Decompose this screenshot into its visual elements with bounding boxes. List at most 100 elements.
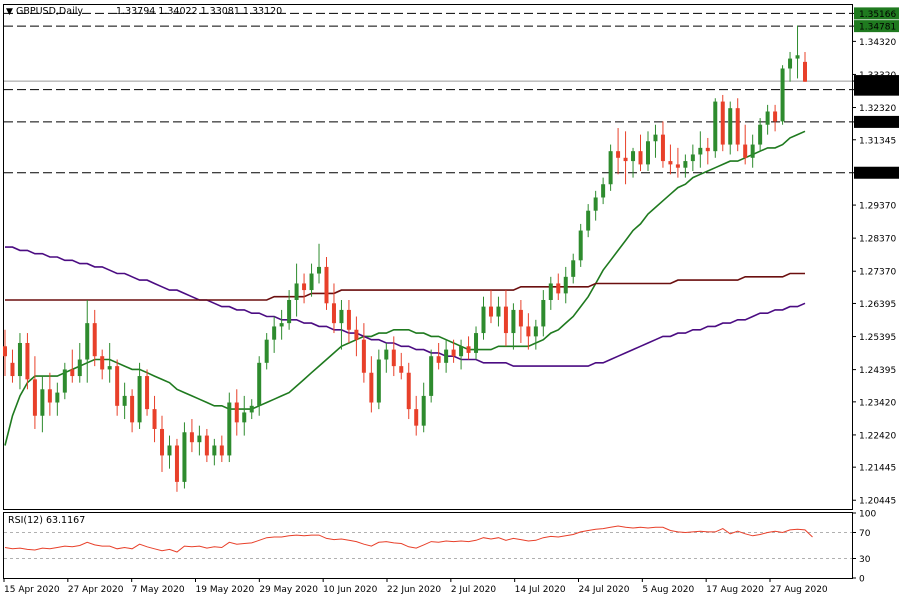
time-tick-label: 22 Jun 2020 xyxy=(387,585,441,595)
candle xyxy=(302,273,307,304)
candle-body xyxy=(376,359,381,403)
candle-body xyxy=(526,326,531,337)
candle-body xyxy=(623,157,628,162)
price-tick: 1.23420 xyxy=(852,398,896,408)
candle-body xyxy=(62,369,67,393)
candle xyxy=(556,273,561,300)
candle-body xyxy=(683,161,688,168)
candle-body xyxy=(92,323,97,357)
candle xyxy=(563,266,568,304)
rsi-tick-label: 100 xyxy=(859,510,876,520)
candle-body xyxy=(182,432,187,482)
candle xyxy=(174,438,179,492)
price-tick-label: 1.34781 xyxy=(859,23,896,33)
candle-body xyxy=(488,306,493,317)
candle-body xyxy=(653,134,658,142)
candle xyxy=(10,349,15,383)
price-tick-label: 1.20445 xyxy=(859,497,896,507)
time-tick-label: 24 Jul 2020 xyxy=(579,585,630,595)
candle-body xyxy=(758,124,763,145)
candle xyxy=(399,352,404,380)
ma-fast-line xyxy=(4,130,806,446)
candle xyxy=(788,51,793,82)
candle xyxy=(279,309,284,340)
time-axis: 15 Apr 2020 27 Apr 2020 7 May 2020 19 May 2… xyxy=(3,578,828,595)
candle xyxy=(100,349,105,380)
price-tick-label: 1.29370 xyxy=(859,202,896,212)
candle xyxy=(264,333,269,370)
price-tick: 1.27370 xyxy=(852,268,896,278)
rsi-panel-frame xyxy=(3,512,853,579)
candle xyxy=(421,382,426,433)
candle-body xyxy=(107,366,112,370)
candle xyxy=(32,356,37,429)
price-tick-label: 1.25395 xyxy=(859,333,896,343)
candle xyxy=(466,336,471,360)
candle-body xyxy=(421,395,426,426)
candle xyxy=(765,104,770,135)
candle xyxy=(294,263,299,317)
candle-body xyxy=(765,111,770,125)
chart-ohlc: 1.33794 1.34022 1.33081 1.33120 xyxy=(116,6,282,17)
candle-body xyxy=(608,151,613,185)
price-tick-label: 1.31885 xyxy=(859,118,896,128)
candle xyxy=(503,290,508,347)
candle-body xyxy=(780,68,785,122)
candle-body xyxy=(197,435,202,443)
candle-body xyxy=(249,405,254,413)
candle-body xyxy=(3,346,7,357)
candle xyxy=(541,290,546,337)
candle-body xyxy=(690,154,695,162)
candle xyxy=(750,134,755,168)
candle xyxy=(474,326,479,360)
price-panel-frame xyxy=(3,4,853,510)
candle xyxy=(548,276,553,310)
candle xyxy=(601,177,606,205)
candle-body xyxy=(384,349,389,360)
price-tick-label: 1.35166 xyxy=(859,10,896,20)
rsi-tick-label: 0 xyxy=(859,575,865,585)
candle-body xyxy=(593,197,598,211)
candle-body xyxy=(122,395,127,406)
candle-body xyxy=(130,395,135,423)
candle-body xyxy=(578,230,583,261)
candle xyxy=(331,283,336,334)
price-tick-label: 1.30348 xyxy=(859,169,896,179)
candle-body xyxy=(189,432,194,443)
candle xyxy=(384,342,389,373)
price-tick: 1.31345 xyxy=(852,136,896,146)
candle xyxy=(526,313,531,350)
candle-body xyxy=(264,339,269,363)
candle-body xyxy=(645,141,650,165)
candle xyxy=(152,395,157,443)
candle-body xyxy=(735,108,740,145)
candle-body xyxy=(533,326,538,337)
candle-body xyxy=(548,283,553,300)
price-tick-label: 1.34320 xyxy=(859,38,896,48)
candle-body xyxy=(743,144,748,158)
candle xyxy=(459,339,464,370)
candle xyxy=(47,372,52,416)
candle-body xyxy=(660,134,665,162)
candle xyxy=(339,299,344,350)
candle xyxy=(571,253,576,284)
candle xyxy=(25,333,30,390)
time-tick-label: 19 May 2020 xyxy=(196,585,255,595)
candle xyxy=(346,299,351,343)
candle xyxy=(62,362,67,400)
header-symbol-icon: ▼ xyxy=(6,7,13,17)
candle-body xyxy=(77,359,82,377)
candle xyxy=(145,369,150,416)
candle-body xyxy=(466,346,471,353)
candle-body xyxy=(70,369,75,377)
candle xyxy=(660,121,665,168)
candle-body xyxy=(309,273,314,291)
rsi-indicator: 100 70 30 0 xyxy=(4,510,876,585)
candle xyxy=(249,399,254,420)
candle-body xyxy=(436,356,441,363)
candle-body xyxy=(429,356,434,396)
price-tag-box xyxy=(854,7,899,20)
candle xyxy=(608,144,613,191)
candle-body xyxy=(556,283,561,294)
price-tick: 1.21445 xyxy=(852,464,896,474)
